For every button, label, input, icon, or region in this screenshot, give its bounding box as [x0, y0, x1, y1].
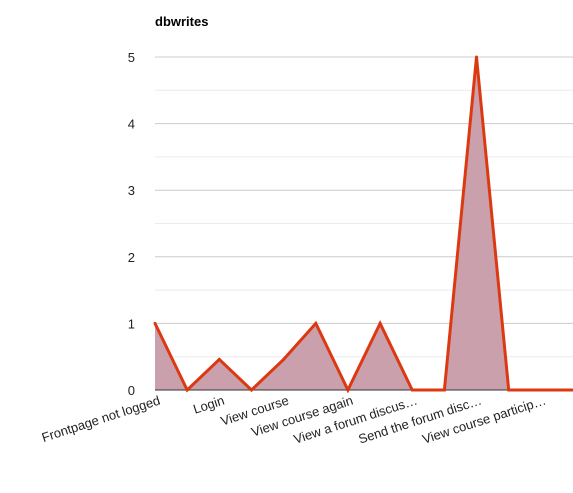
data-point — [410, 388, 414, 392]
data-point — [475, 55, 479, 59]
y-tick-label: 1 — [128, 316, 135, 331]
y-tick-label: 0 — [128, 383, 135, 398]
data-point — [507, 388, 511, 392]
data-point — [249, 388, 253, 392]
chart-title: dbwrites — [155, 14, 208, 29]
data-point — [314, 321, 318, 325]
data-point — [185, 388, 189, 392]
x-tick-label: Frontpage not logged — [40, 393, 162, 445]
series-line — [153, 56, 573, 394]
y-axis-ticks: 0 1 2 3 4 5 — [128, 50, 135, 398]
y-tick-label: 5 — [128, 50, 135, 65]
data-point — [153, 321, 157, 325]
data-point — [282, 357, 286, 361]
y-tick-label: 3 — [128, 183, 135, 198]
y-tick-label: 2 — [128, 250, 135, 265]
data-point — [539, 388, 543, 392]
y-tick-label: 4 — [128, 117, 135, 132]
data-point — [378, 321, 382, 325]
gridlines — [155, 56, 573, 358]
data-point — [346, 388, 350, 392]
data-point — [217, 357, 221, 361]
data-point — [442, 388, 446, 392]
plot-area — [153, 55, 573, 394]
